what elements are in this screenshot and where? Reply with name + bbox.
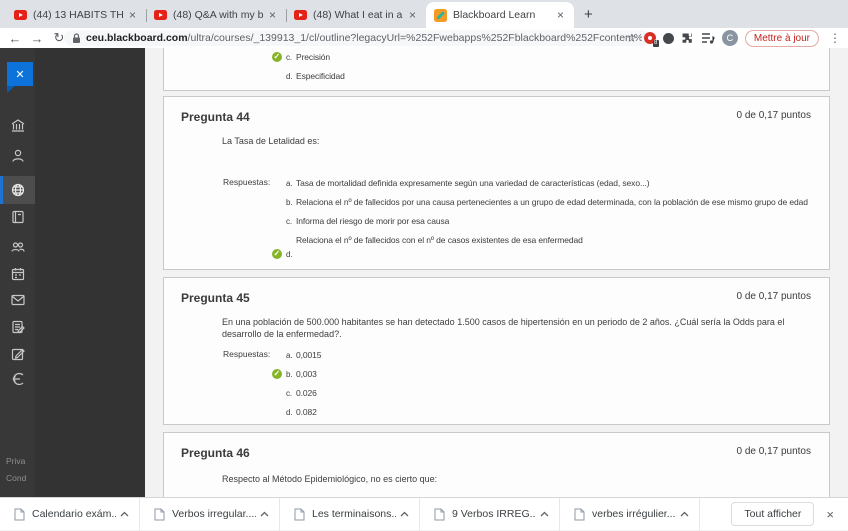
extension-dark-icon[interactable] bbox=[663, 33, 674, 44]
correct-check-icon bbox=[272, 52, 282, 62]
tools-edit-icon[interactable] bbox=[10, 346, 26, 362]
file-icon bbox=[14, 508, 25, 521]
question-box-44: Pregunta 44 0 de 0,17 puntos La Tasa de … bbox=[163, 96, 830, 270]
update-browser-button[interactable]: Mettre à jour bbox=[745, 30, 819, 47]
profile-avatar[interactable]: C bbox=[722, 30, 738, 46]
file-icon bbox=[294, 508, 305, 521]
bookmark-star-icon[interactable]: ☆ bbox=[626, 31, 637, 45]
tab-close-icon[interactable]: × bbox=[555, 8, 566, 22]
answer-option: c. Informa del riesgo de morir por esa c… bbox=[286, 215, 829, 227]
correct-check-icon bbox=[272, 249, 282, 259]
answer-option: a. 0,0015 bbox=[286, 349, 829, 361]
forward-icon[interactable]: → bbox=[26, 31, 48, 46]
answer-option: c. Precisión bbox=[286, 51, 829, 63]
browser-toolbar: ← → ↻ ceu.blackboard.com/ultra/courses/_… bbox=[0, 28, 848, 48]
close-panel-button[interactable]: ✕ bbox=[7, 62, 33, 86]
extensions-puzzle-icon[interactable] bbox=[681, 32, 694, 45]
sign-out-icon[interactable] bbox=[10, 371, 26, 387]
institution-icon[interactable] bbox=[10, 118, 26, 134]
browser-tab-youtube-1[interactable]: (44) 13 HABITS THAT GIVE ME × bbox=[6, 2, 146, 28]
course-menu-panel: ✕ Priva Cond bbox=[0, 48, 145, 497]
messages-icon[interactable] bbox=[10, 292, 26, 308]
show-all-downloads-button[interactable]: Tout afficher bbox=[731, 502, 814, 526]
tab-title: (48) Q&A with my boyfriend! // bbox=[173, 9, 263, 21]
chevron-up-icon[interactable] bbox=[260, 511, 269, 517]
tab-close-icon[interactable]: × bbox=[407, 8, 418, 22]
correct-check-icon bbox=[272, 369, 282, 379]
download-item[interactable]: Verbos irregular....png bbox=[140, 498, 280, 531]
answer-option: a. Tasa de mortalidad definida expresame… bbox=[286, 177, 829, 189]
url-text: ceu.blackboard.com/ultra/courses/_139913… bbox=[86, 32, 642, 44]
question-box-46: Pregunta 46 0 de 0,17 puntos Respecto al… bbox=[163, 432, 830, 497]
back-icon[interactable]: ← bbox=[4, 31, 26, 46]
tab-title: Blackboard Learn bbox=[453, 9, 551, 21]
youtube-icon bbox=[14, 10, 27, 20]
question-points: 0 de 0,17 puntos bbox=[736, 446, 811, 460]
file-icon bbox=[434, 508, 445, 521]
download-item[interactable]: verbes irrégulier....png bbox=[560, 498, 700, 531]
browser-menu-icon[interactable]: ⋮ bbox=[826, 31, 844, 45]
question-title: Pregunta 44 bbox=[181, 110, 250, 124]
lock-icon bbox=[72, 33, 81, 44]
question-points: 0 de 0,17 puntos bbox=[736, 291, 811, 305]
browser-tab-youtube-3[interactable]: (48) What I eat in a day as a... × bbox=[286, 2, 426, 28]
conditions-link[interactable]: Cond bbox=[6, 473, 26, 483]
address-bar[interactable]: ceu.blackboard.com/ultra/courses/_139913… bbox=[64, 30, 650, 46]
question-title: Pregunta 45 bbox=[181, 291, 250, 305]
answer-option: d. bbox=[286, 248, 829, 260]
activity-stream-globe-icon[interactable] bbox=[10, 182, 26, 198]
answer-option: c. 0.026 bbox=[286, 387, 829, 399]
answer-option: b. 0,003 bbox=[286, 368, 829, 380]
question-text: La Tasa de Letalidad es: bbox=[222, 135, 811, 147]
calendar-icon[interactable] bbox=[10, 266, 26, 282]
question-box-45: Pregunta 45 0 de 0,17 puntos En una pobl… bbox=[163, 277, 830, 425]
blackboard-icon bbox=[434, 9, 447, 22]
browser-tab-strip: (44) 13 HABITS THAT GIVE ME × (48) Q&A w… bbox=[0, 0, 848, 28]
chevron-up-icon[interactable] bbox=[680, 511, 689, 517]
tab-title: (48) What I eat in a day as a... bbox=[313, 9, 403, 21]
reading-list-icon[interactable] bbox=[701, 32, 715, 44]
chevron-up-icon[interactable] bbox=[400, 511, 409, 517]
organizations-icon[interactable] bbox=[10, 239, 26, 255]
youtube-icon bbox=[154, 10, 167, 20]
answer-option: d. 0.082 bbox=[286, 406, 829, 418]
answer-option: b. Relaciona el nº de fallecidos por una… bbox=[286, 196, 829, 208]
browser-tab-blackboard[interactable]: Blackboard Learn × bbox=[426, 2, 574, 28]
extension-badge: 8 bbox=[653, 40, 659, 47]
privacy-link[interactable]: Priva bbox=[6, 456, 25, 466]
close-downloads-bar-icon[interactable]: × bbox=[826, 507, 834, 522]
answers-label: Respuestas: bbox=[223, 349, 270, 359]
new-tab-button[interactable]: + bbox=[584, 6, 593, 23]
answer-option-text: Relaciona el nº de fallecidos con el nº … bbox=[296, 234, 829, 246]
download-item[interactable]: 9 Verbos IRREG....png bbox=[420, 498, 560, 531]
question-text: En una población de 500.000 habitantes s… bbox=[222, 316, 811, 340]
tab-title: (44) 13 HABITS THAT GIVE ME bbox=[33, 9, 123, 21]
file-icon bbox=[574, 508, 585, 521]
courses-icon[interactable] bbox=[10, 209, 26, 225]
question-text: Respecto al Método Epidemiológico, no es… bbox=[222, 473, 811, 485]
download-item[interactable]: Calendario exám....pdf bbox=[0, 498, 140, 531]
downloads-bar: Calendario exám....pdf Verbos irregular.… bbox=[0, 497, 848, 530]
assessment-review-content: c. Precisión d. Especificidad Pregunta 4… bbox=[145, 48, 848, 497]
tab-close-icon[interactable]: × bbox=[127, 8, 138, 22]
question-box-partial: c. Precisión d. Especificidad bbox=[163, 48, 830, 91]
chevron-up-icon[interactable] bbox=[540, 511, 549, 517]
question-points: 0 de 0,17 puntos bbox=[736, 110, 811, 124]
download-item[interactable]: Les terminaisons....png bbox=[280, 498, 420, 531]
question-title: Pregunta 46 bbox=[181, 446, 250, 460]
profile-icon[interactable] bbox=[10, 148, 26, 164]
tab-close-icon[interactable]: × bbox=[267, 8, 278, 22]
browser-tab-youtube-2[interactable]: (48) Q&A with my boyfriend! // × bbox=[146, 2, 286, 28]
answers-label: Respuestas: bbox=[223, 177, 270, 187]
extension-red-icon[interactable]: 8 bbox=[644, 32, 656, 44]
answer-option: d. Especificidad bbox=[286, 70, 829, 82]
chevron-up-icon[interactable] bbox=[120, 511, 129, 517]
youtube-icon bbox=[294, 10, 307, 20]
file-icon bbox=[154, 508, 165, 521]
grades-icon[interactable] bbox=[10, 319, 26, 335]
